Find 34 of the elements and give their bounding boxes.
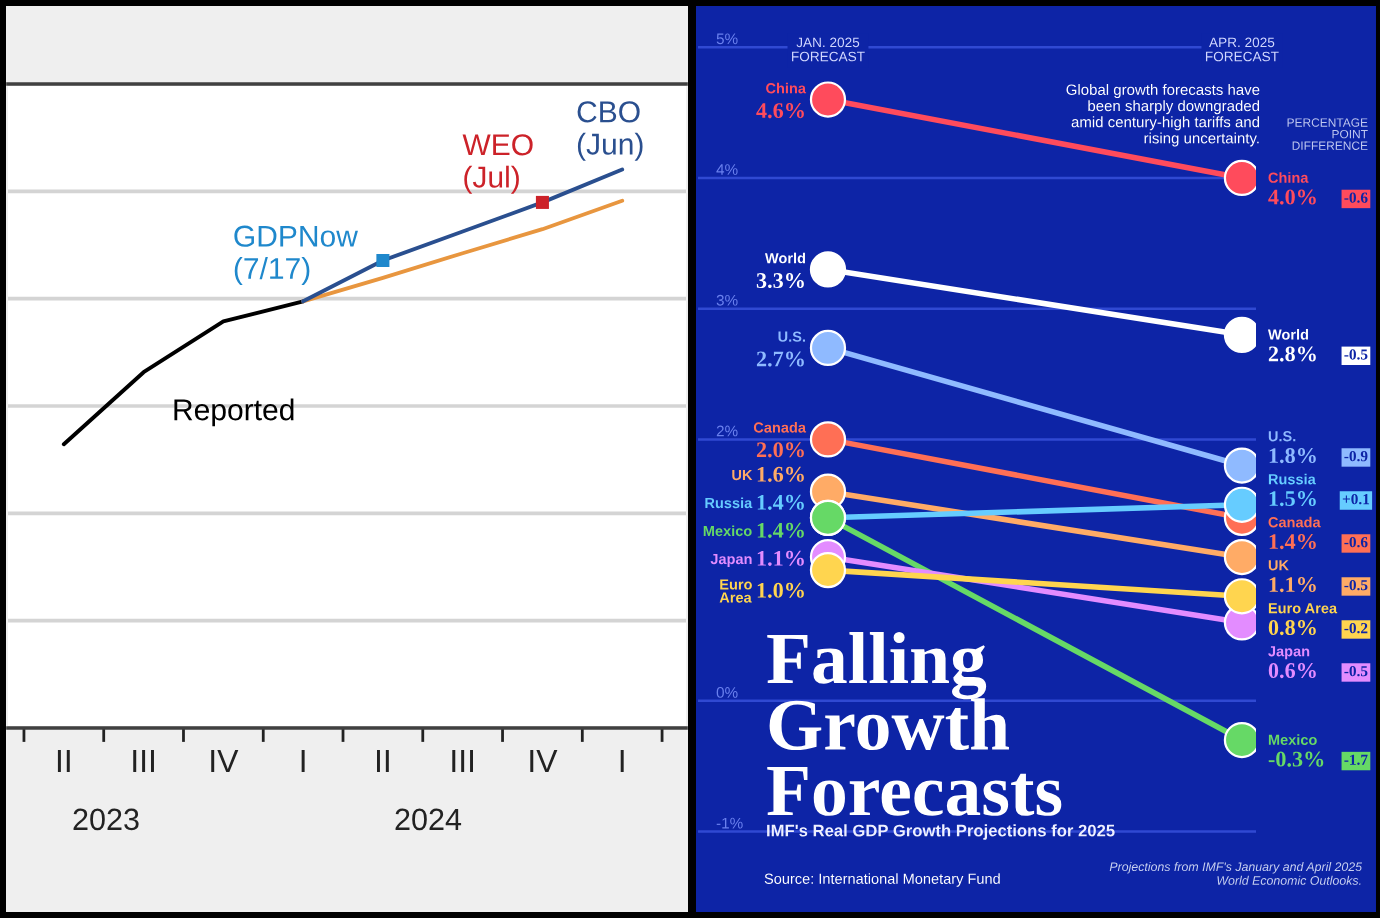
x-tick-label: II bbox=[57, 750, 70, 772]
series-label: WEO (Jul) bbox=[462, 134, 533, 194]
x-tick-label: I bbox=[620, 750, 624, 772]
x-tick-label: III bbox=[452, 750, 474, 772]
data-label: 1.1% bbox=[757, 550, 804, 566]
text: Falling Growth Forecasts bbox=[767, 632, 1062, 816]
text: 2023 bbox=[73, 808, 139, 831]
data-label: 3.3% bbox=[756, 273, 804, 289]
data-label: 4.6% bbox=[756, 103, 804, 119]
data-label: 4.0% bbox=[1268, 189, 1316, 205]
text: IMF's Real GDP Growth Projections for 2025 bbox=[767, 824, 1115, 840]
data-label: 2.8% bbox=[1268, 346, 1316, 362]
x-tick-label: II bbox=[376, 750, 389, 772]
data-label: -0.3% bbox=[1268, 751, 1324, 767]
series-label: Reported bbox=[174, 398, 294, 427]
x-tick-label: IV bbox=[211, 750, 239, 772]
data-label: 1.4% bbox=[757, 494, 804, 510]
x-tick-label: I bbox=[301, 750, 305, 772]
text: 2024 bbox=[395, 808, 462, 831]
x-tick-label: III bbox=[133, 750, 154, 772]
x-tick-label: IV bbox=[530, 750, 558, 772]
data-label: 2.7% bbox=[756, 351, 804, 367]
data-label: 1.8% bbox=[1269, 448, 1316, 464]
data-label: 1.6% bbox=[757, 466, 804, 482]
data-label: 0.8% bbox=[1268, 620, 1316, 636]
data-label: 1.1% bbox=[1269, 577, 1316, 593]
data-label: 1.4% bbox=[757, 522, 804, 538]
data-label: 0.6% bbox=[1268, 663, 1316, 679]
data-label: 1.0% bbox=[757, 582, 804, 598]
series-label: GDPNow (7/17) bbox=[234, 225, 358, 286]
series-label: CBO (Jun) bbox=[577, 101, 643, 161]
data-label: 2.0% bbox=[756, 442, 804, 458]
data-label: 1.5% bbox=[1269, 491, 1316, 507]
data-label: 1.4% bbox=[1269, 534, 1316, 550]
